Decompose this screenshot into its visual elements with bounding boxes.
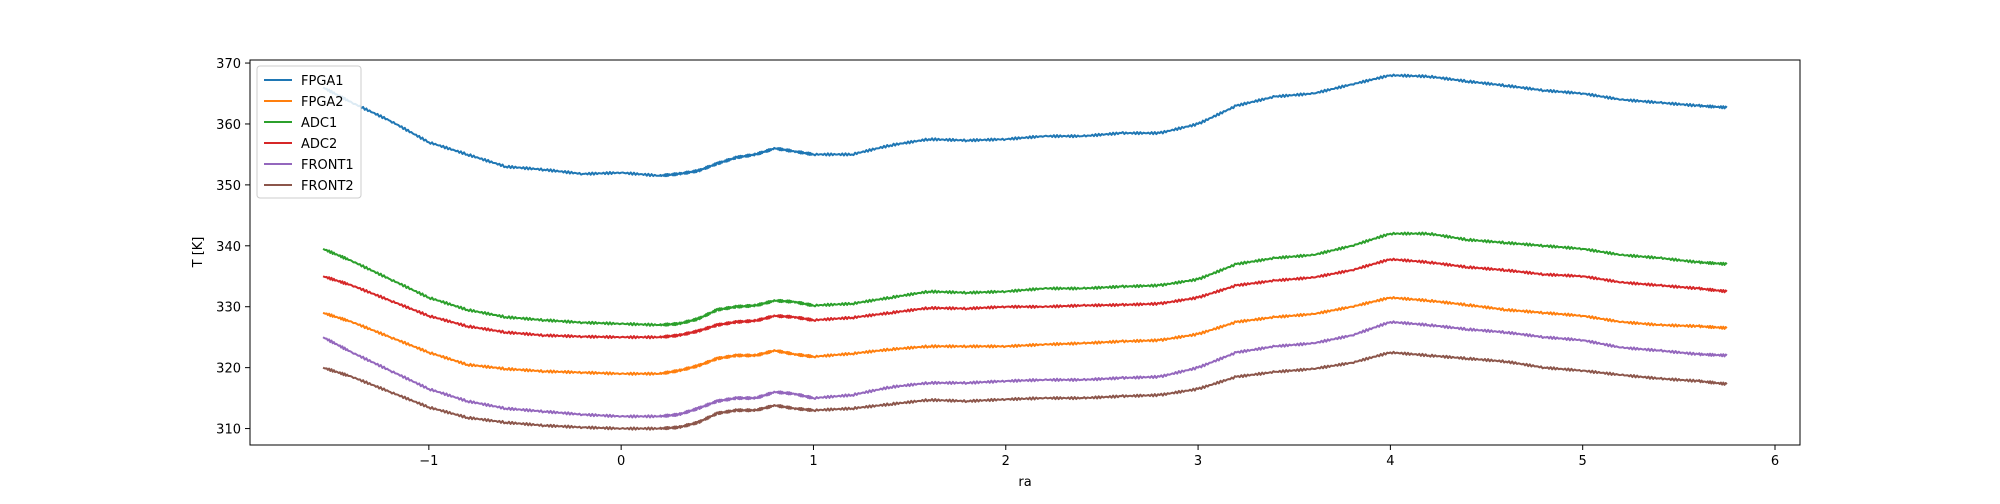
x-tick-label: 6 [1771,454,1779,469]
x-tick-label: 5 [1579,454,1587,469]
y-axis-label: T [K] [191,237,206,269]
series-line-front1 [322,320,1728,419]
legend-label-adc2: ADC2 [301,137,337,152]
x-tick-label: 1 [809,454,817,469]
x-tick-label: 4 [1386,454,1394,469]
x-tick-label: 0 [617,454,625,469]
y-tick-label: 320 [216,362,241,377]
y-tick-label: 340 [216,240,241,255]
plot-frame [249,59,1801,446]
x-tick-label: 2 [1002,454,1010,469]
legend-label-front1: FRONT1 [301,158,354,173]
legend-label-fpga1: FPGA1 [301,74,344,89]
x-axis-label: ra [1018,475,1031,490]
series-line-adc1 [322,231,1728,327]
legend-label-adc1: ADC1 [301,116,337,131]
y-tick-label: 330 [216,301,241,316]
y-tick-label: 310 [216,423,241,438]
x-tick-label: −1 [419,454,438,469]
series-line-adc2 [322,257,1728,340]
legend-label-front2: FRONT2 [301,179,354,194]
y-tick-label: 360 [216,118,241,133]
series-line-fpga2 [322,296,1728,376]
series-line-front2 [322,350,1728,431]
y-tick-label: 370 [216,57,241,72]
x-tick-label: 3 [1194,454,1202,469]
y-tick-label: 350 [216,179,241,194]
legend-label-fpga2: FPGA2 [301,95,344,110]
legend: FPGA1 FPGA2 ADC1 ADC2 FRONT1 FRONT2 [256,65,362,199]
series-line-fpga1 [322,73,1728,178]
